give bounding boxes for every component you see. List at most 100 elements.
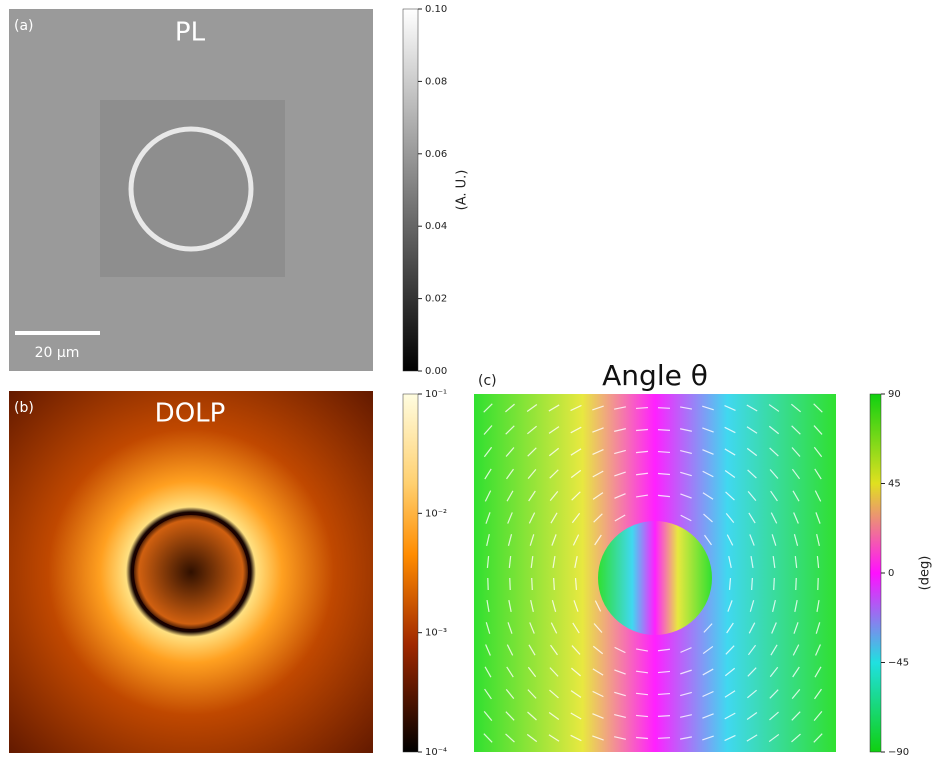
dash (505, 425, 515, 435)
dash (725, 512, 735, 524)
dash (592, 427, 604, 433)
dash (486, 599, 490, 613)
colorbar-tick-label: 90 (888, 389, 901, 400)
dash (724, 712, 736, 720)
dash (506, 644, 514, 656)
dash (506, 468, 514, 480)
dash (527, 425, 537, 435)
dash (551, 600, 557, 612)
panel-label: (b) (14, 400, 34, 416)
dash (614, 669, 626, 675)
dash (749, 600, 755, 612)
dash (592, 713, 604, 719)
dash (747, 491, 757, 501)
dash (772, 555, 776, 569)
dash (680, 428, 692, 432)
dash (530, 600, 534, 612)
colorbar-tick-label: 0.10 (425, 4, 447, 15)
dash (548, 734, 560, 742)
dash (570, 690, 582, 698)
dash (506, 490, 514, 502)
dash (724, 405, 736, 411)
dash (592, 668, 604, 676)
colorbar-tick-label: 0 (888, 568, 894, 579)
dash (724, 448, 736, 456)
dash (815, 644, 821, 656)
dash (657, 407, 671, 409)
colorbar-label: (deg) (918, 556, 933, 591)
dash (551, 534, 557, 546)
dash (724, 667, 736, 677)
dash (508, 599, 512, 613)
dash (770, 644, 778, 656)
dash (702, 405, 714, 411)
scale-bar-label: 20 µm (35, 345, 80, 361)
dash (814, 666, 822, 678)
dash (704, 534, 712, 546)
dash (549, 667, 559, 677)
dash (702, 645, 714, 655)
dash (529, 622, 535, 634)
dash (816, 534, 820, 546)
dash (813, 425, 823, 435)
dash (751, 577, 753, 591)
dash (483, 403, 493, 413)
dash (506, 666, 514, 678)
dash (657, 494, 671, 498)
colorbar-tick-label: 0.02 (425, 294, 447, 305)
dash (657, 472, 671, 476)
dash (484, 468, 492, 480)
dash (769, 469, 779, 479)
dash (813, 403, 823, 413)
dash (574, 556, 578, 568)
orientation-dashes (483, 403, 823, 743)
dolp-ring (132, 513, 250, 631)
dash (592, 405, 604, 411)
colorbar-tick-label: 10⁻⁴ (425, 747, 447, 758)
dash (769, 711, 779, 721)
dash (746, 404, 758, 412)
dash (815, 622, 821, 634)
dash (614, 713, 626, 719)
dash (505, 733, 515, 743)
dash (680, 493, 692, 499)
dash (548, 404, 560, 412)
dash (527, 689, 537, 699)
dash (592, 470, 604, 478)
dash (483, 710, 493, 722)
dash (527, 469, 537, 479)
dash (530, 555, 534, 569)
dash (680, 714, 692, 718)
dash (484, 490, 492, 502)
dash (791, 468, 801, 480)
dash (635, 714, 649, 718)
dash (570, 469, 582, 479)
dash (747, 644, 757, 656)
dash (768, 733, 780, 743)
dash (549, 469, 559, 479)
dash (635, 494, 649, 498)
dash (505, 688, 515, 700)
dash (725, 491, 735, 501)
dash (724, 426, 736, 434)
dash (614, 406, 626, 410)
colorbar (402, 8, 419, 372)
colorbar (402, 393, 419, 753)
dash (773, 577, 775, 591)
dash (680, 514, 692, 522)
dash (747, 469, 757, 479)
dash (772, 600, 776, 612)
dash (768, 404, 780, 412)
dash (703, 623, 713, 633)
dash (792, 490, 800, 502)
dash (526, 733, 538, 743)
dash (527, 447, 537, 457)
dash (594, 534, 602, 546)
dash (680, 449, 692, 455)
dash (571, 512, 581, 524)
dash (791, 425, 801, 435)
dash (703, 513, 713, 523)
dash (635, 736, 649, 740)
dolp-image (9, 391, 373, 753)
dash (748, 622, 756, 634)
